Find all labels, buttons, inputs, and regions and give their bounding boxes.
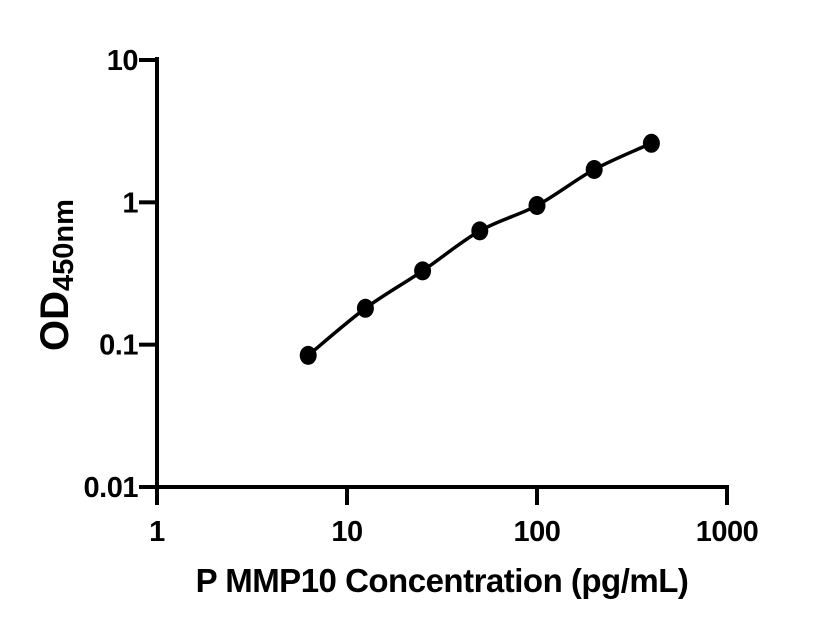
y-axis-tick-label: 10 xyxy=(107,45,138,77)
data-point-marker xyxy=(414,261,432,281)
data-point-marker xyxy=(642,133,660,153)
y-axis-title-main: OD xyxy=(33,291,77,351)
data-point-marker xyxy=(471,221,489,241)
axis-tick-labels: 10 1 0.1 0.01 1 10 100 1000 xyxy=(84,45,759,548)
y-axis-tick-label: 1 xyxy=(122,187,138,219)
y-axis-title: OD450nm xyxy=(33,199,80,351)
x-axis-tick-label: 1 xyxy=(149,516,165,548)
data-point-marker xyxy=(585,160,603,179)
y-axis-tick-label: 0.01 xyxy=(84,472,139,504)
data-point-marker xyxy=(299,345,317,365)
x-axis-tick-label: 1000 xyxy=(696,516,759,548)
x-axis-title: P MMP10 Concentration (pg/mL) xyxy=(196,562,689,599)
data-point-marker xyxy=(356,298,374,318)
data-points xyxy=(299,133,660,365)
y-axis-title-subscript: 450nm xyxy=(48,199,80,291)
x-axis-tick-label: 100 xyxy=(514,516,561,548)
y-axis-tick-label: 0.1 xyxy=(99,330,138,362)
data-point-marker xyxy=(528,196,546,215)
axis-ticks xyxy=(139,58,729,505)
x-axis-tick-label: 10 xyxy=(331,516,362,548)
axes xyxy=(155,57,729,489)
